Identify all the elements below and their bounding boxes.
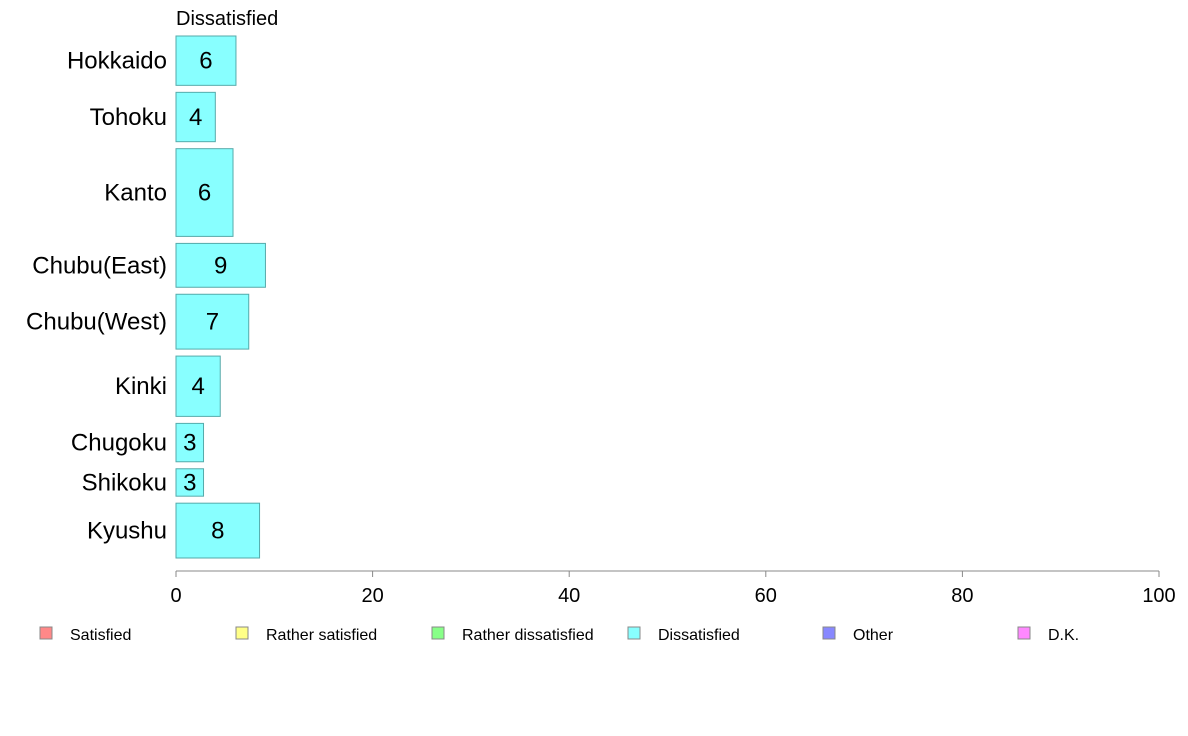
bar-shikoku xyxy=(175,468,205,497)
legend-swatch xyxy=(627,626,641,640)
legend-item: Rather dissatisfied xyxy=(431,626,594,644)
legend-swatch xyxy=(822,626,836,640)
bar-kinki xyxy=(175,355,221,417)
bar-chubu-east- xyxy=(175,242,266,288)
legend-swatch xyxy=(1017,626,1031,640)
x-tick-label: 100 xyxy=(1142,585,1175,607)
data-label: 9 xyxy=(214,252,227,279)
bar-chugoku xyxy=(175,422,205,463)
legend-label: Satisfied xyxy=(70,627,131,644)
series-label: Dissatisfied xyxy=(176,8,278,30)
bar-kanto xyxy=(175,148,234,237)
legend-item: Dissatisfied xyxy=(627,626,740,644)
x-tick-label: 80 xyxy=(951,585,973,607)
category-label: Chubu(East) xyxy=(32,252,167,279)
data-label: 4 xyxy=(189,104,202,131)
legend-swatch xyxy=(39,626,53,640)
category-label: Hokkaido xyxy=(67,48,167,75)
legend: Satisfied Rather satisfied Rather dissatis… xyxy=(39,626,1079,644)
legend-item: D.K. xyxy=(1017,626,1079,644)
category-label: Shikoku xyxy=(82,469,167,496)
data-label: 4 xyxy=(191,373,204,400)
category-label: Kinki xyxy=(115,373,167,400)
bar-chubu-west- xyxy=(175,293,250,350)
data-label: 7 xyxy=(206,309,219,336)
x-tick-label: 60 xyxy=(755,585,777,607)
category-label: Chugoku xyxy=(71,430,167,457)
x-tick-label: 0 xyxy=(170,585,181,607)
bars: 6 Hokkaido 4 Tohoku 6 Kanto 9 Chubu(East) 7 Chubu… xyxy=(26,35,266,559)
legend-item: Rather satisfied xyxy=(235,626,377,644)
x-tick-label: 20 xyxy=(361,585,383,607)
bar-tohoku xyxy=(175,91,216,143)
legend-label: Rather satisfied xyxy=(266,627,377,644)
data-label: 6 xyxy=(198,180,211,207)
data-label: 6 xyxy=(199,48,212,75)
category-label: Tohoku xyxy=(90,104,167,131)
legend-item: Other xyxy=(822,626,894,644)
category-label: Kyushu xyxy=(87,518,167,545)
category-label: Chubu(West) xyxy=(26,309,167,336)
category-label: Kanto xyxy=(104,180,167,207)
x-tick-label: 40 xyxy=(558,585,580,607)
legend-swatch xyxy=(235,626,249,640)
data-label: 3 xyxy=(183,469,196,496)
legend-swatch xyxy=(431,626,445,640)
x-axis: 0 20 40 60 80 100 xyxy=(170,570,1176,607)
data-label: 8 xyxy=(211,518,224,545)
legend-item: Satisfied xyxy=(39,626,131,644)
legend-label: Dissatisfied xyxy=(658,627,740,644)
legend-label: Rather dissatisfied xyxy=(462,627,594,644)
bar-kyushu xyxy=(175,502,261,559)
legend-label: D.K. xyxy=(1048,627,1079,644)
bar-hokkaido xyxy=(175,35,237,86)
legend-label: Other xyxy=(853,627,894,644)
data-label: 3 xyxy=(183,430,196,457)
